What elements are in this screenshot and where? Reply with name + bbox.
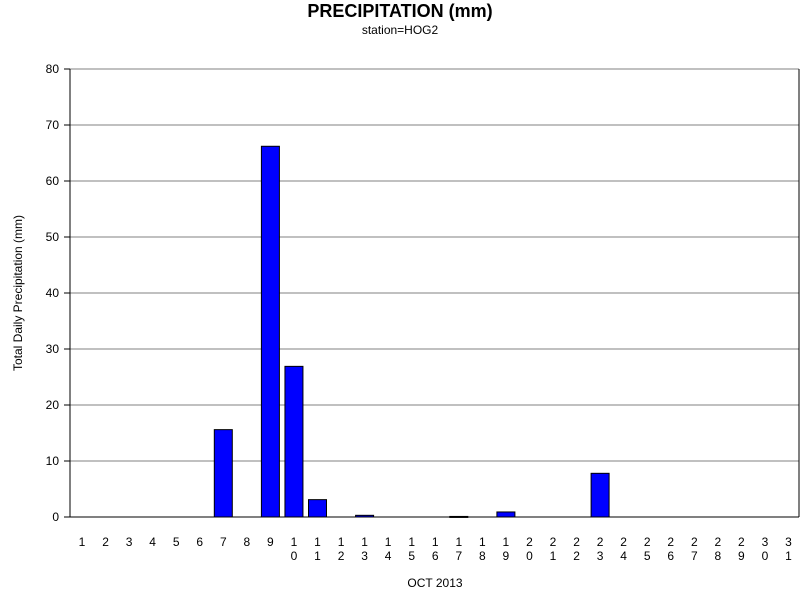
y-tick-label: 50	[46, 230, 60, 244]
chart-subtitle: station=HOG2	[361, 23, 439, 37]
bar	[590, 472, 610, 518]
x-tick-label: 4	[149, 535, 156, 549]
y-tick-label: 40	[46, 286, 60, 300]
y-tick-label: 20	[46, 398, 60, 412]
y-tick-label: 70	[46, 118, 60, 132]
y-tick-label: 10	[46, 454, 60, 468]
y-tick-labels: 0 10 20 30 40 50 60 70 80	[46, 62, 60, 524]
y-axis-label: Total Daily Precipitation (mm)	[11, 215, 25, 371]
x-tick-label: 6	[196, 535, 203, 549]
y-tick-label: 30	[46, 342, 60, 356]
y-tick-label: 0	[52, 510, 59, 524]
bar	[308, 499, 327, 518]
x-tick-label: 2	[102, 535, 109, 549]
axes	[64, 68, 800, 518]
x-tick-label: 8	[244, 535, 251, 549]
bar	[260, 145, 280, 518]
y-tick-label: 80	[46, 62, 60, 76]
y-tick-label: 60	[46, 174, 60, 188]
bars	[213, 145, 610, 518]
x-tick-label: 7	[220, 535, 227, 549]
grid-lines	[70, 68, 799, 462]
x-axis-label: OCT 2013	[407, 576, 462, 590]
x-tick-label: 1	[79, 535, 86, 549]
x-tick-label: 3	[126, 535, 133, 549]
bar	[284, 365, 304, 518]
bar	[496, 511, 516, 518]
bar	[213, 429, 233, 518]
x-tick-labels: 1 2 3 4 5 6 7 8 9 1 01 11 21 31 41 51 61 71 81 92 02 12 22 32 42…	[79, 535, 793, 563]
x-tick-label: 9	[267, 535, 274, 549]
x-tick-label: 5	[173, 535, 180, 549]
chart-title: PRECIPITATION (mm)	[307, 1, 493, 21]
